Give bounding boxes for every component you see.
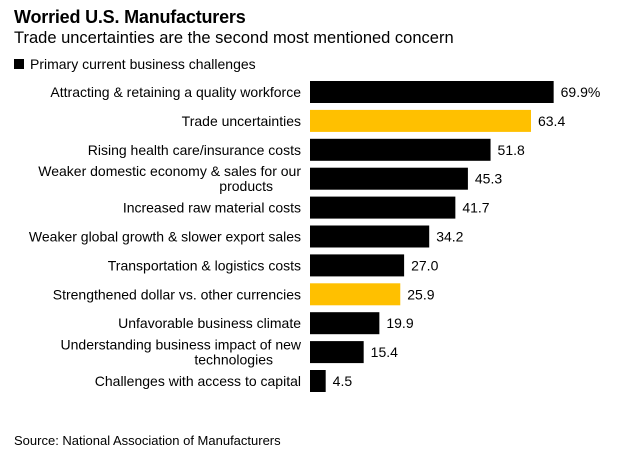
- chart-subtitle: Trade uncertainties are the second most …: [14, 29, 454, 47]
- category-label-4: Increased raw material costs: [123, 200, 301, 216]
- value-label-6: 27.0: [411, 257, 438, 273]
- category-label-1: Trade uncertainties: [182, 113, 301, 129]
- category-label-7: Strengthened dollar vs. other currencies: [53, 286, 301, 302]
- bar-6: [310, 254, 405, 277]
- category-label-2: Rising health care/insurance costs: [88, 142, 301, 158]
- value-label-2: 51.8: [498, 142, 525, 158]
- category-label-3: Weaker domestic economy & sales for our p…: [38, 163, 301, 194]
- source-note: Source: National Association of Manufact…: [14, 433, 281, 448]
- bar-7: [310, 283, 401, 306]
- legend: Primary current business challenges: [14, 56, 256, 72]
- bar-1: [310, 109, 531, 132]
- bar-10: [310, 370, 326, 392]
- category-label-5: Weaker global growth & slower export sal…: [29, 229, 301, 245]
- value-label-9: 15.4: [371, 344, 398, 360]
- bar-4: [310, 196, 456, 219]
- category-label-9: Understanding business impact of new tech…: [61, 337, 302, 368]
- bar-5: [310, 225, 430, 248]
- category-label-0: Attracting & retaining a quality workfor…: [50, 84, 301, 100]
- bar-0: [310, 81, 554, 103]
- value-label-1: 63.4: [538, 113, 565, 129]
- bar-3: [310, 167, 468, 190]
- value-label-10: 4.5: [333, 373, 353, 389]
- bar-8: [310, 312, 380, 335]
- category-label-10: Challenges with access to capital: [95, 373, 301, 389]
- value-label-0: 69.9%: [561, 84, 601, 100]
- category-label-8: Unfavorable business climate: [118, 315, 301, 331]
- value-label-5: 34.2: [436, 229, 463, 245]
- legend-label: Primary current business challenges: [30, 56, 256, 72]
- value-label-3: 45.3: [475, 171, 502, 187]
- value-label-7: 25.9: [407, 286, 434, 302]
- category-label-6: Transportation & logistics costs: [108, 257, 301, 273]
- bar-9: [310, 341, 364, 364]
- chart-title: Worried U.S. Manufacturers: [14, 7, 246, 27]
- value-label-4: 41.7: [462, 200, 489, 216]
- legend-swatch: [14, 59, 24, 69]
- value-label-8: 19.9: [386, 315, 413, 331]
- bar-2: [310, 138, 491, 161]
